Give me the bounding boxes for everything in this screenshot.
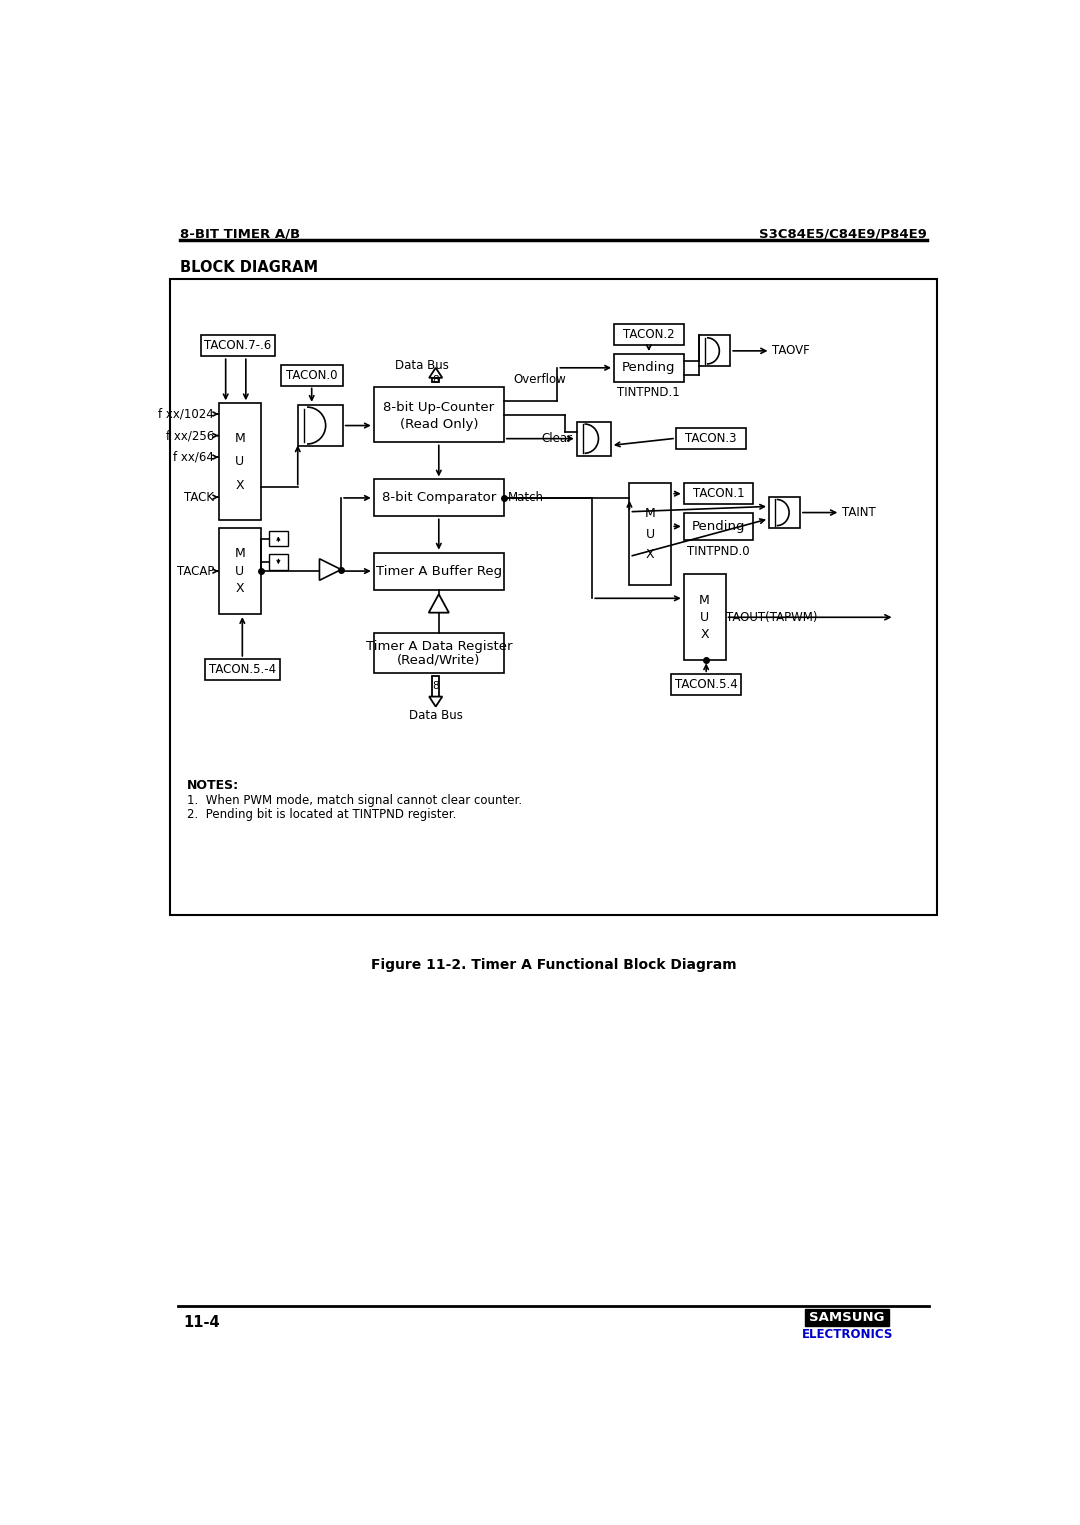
Bar [374, 633, 504, 674]
Text: Figure 11-2. Timer A Functional Block Diagram: Figure 11-2. Timer A Functional Block Di… [370, 958, 737, 971]
Text: TAOUT(TAPWM): TAOUT(TAPWM) [727, 612, 818, 624]
Text: TACON.2: TACON.2 [623, 328, 675, 340]
Text: X: X [235, 479, 244, 491]
Bar [699, 336, 730, 366]
Bar [684, 483, 754, 505]
Text: TINTPND.0: TINTPND.0 [687, 544, 750, 558]
Bar [806, 1308, 889, 1327]
Text: X: X [235, 583, 244, 595]
Text: f xx/256: f xx/256 [166, 429, 214, 442]
Bar [205, 659, 280, 680]
Text: f xx/64: f xx/64 [173, 450, 214, 464]
Bar [676, 429, 745, 448]
Text: Pending: Pending [622, 361, 676, 374]
Bar [269, 554, 287, 569]
Text: 11-4: 11-4 [183, 1315, 219, 1330]
Bar [201, 334, 274, 357]
Bar [613, 323, 684, 345]
Text: Clear: Clear [542, 432, 572, 445]
Bar [170, 279, 937, 915]
Text: 1.  When PWM mode, match signal cannot clear counter.: 1. When PWM mode, match signal cannot cl… [187, 795, 522, 807]
Text: TACON.5.4: TACON.5.4 [675, 679, 738, 691]
Text: 8-bit Comparator: 8-bit Comparator [381, 491, 496, 505]
Bar [432, 378, 440, 381]
Text: TACON.7-.6: TACON.7-.6 [204, 339, 271, 352]
Text: Data Bus: Data Bus [408, 709, 462, 723]
Text: M: M [699, 593, 710, 607]
Text: TACON.3: TACON.3 [685, 432, 737, 445]
Text: S3C84E5/C84E9/P84E9: S3C84E5/C84E9/P84E9 [759, 227, 927, 241]
Bar [672, 674, 741, 695]
Text: f xx/1024: f xx/1024 [159, 407, 214, 421]
Bar [613, 354, 684, 381]
Text: M: M [234, 432, 245, 445]
Bar [218, 528, 260, 615]
Polygon shape [429, 697, 443, 706]
Text: TAINT: TAINT [841, 506, 876, 518]
Text: X: X [646, 547, 654, 561]
Bar [269, 531, 287, 546]
Text: BLOCK DIAGRAM: BLOCK DIAGRAM [180, 259, 319, 274]
Text: Timer A Buffer Reg: Timer A Buffer Reg [376, 564, 502, 578]
Bar [374, 479, 504, 517]
Bar [684, 573, 726, 660]
Bar [374, 552, 504, 590]
Bar [374, 387, 504, 442]
Text: U: U [235, 564, 244, 578]
Text: Pending: Pending [692, 520, 745, 532]
Text: 2.  Pending bit is located at TINTPND register.: 2. Pending bit is located at TINTPND reg… [187, 808, 457, 820]
Text: TACON.0: TACON.0 [286, 369, 337, 381]
Text: ELECTRONICS: ELECTRONICS [801, 1328, 893, 1342]
Text: (Read Only): (Read Only) [400, 418, 478, 432]
Bar [298, 404, 342, 447]
Text: TACK: TACK [184, 491, 214, 503]
Text: 8-BIT TIMER A/B: 8-BIT TIMER A/B [180, 227, 300, 241]
Text: M: M [234, 547, 245, 560]
Bar [281, 364, 342, 386]
Text: 8: 8 [432, 682, 438, 691]
Text: SAMSUNG: SAMSUNG [810, 1310, 885, 1324]
Text: NOTES:: NOTES: [187, 779, 239, 791]
Bar [630, 483, 672, 586]
Bar [769, 497, 800, 528]
Text: (Read/Write): (Read/Write) [397, 654, 481, 666]
Text: Timer A Data Register: Timer A Data Register [365, 640, 512, 653]
Text: TACAP: TACAP [177, 564, 214, 578]
Text: U: U [646, 528, 654, 541]
Text: 8: 8 [432, 375, 438, 384]
Bar [577, 422, 611, 456]
Text: U: U [700, 612, 710, 624]
Bar [432, 676, 440, 697]
Text: Match: Match [508, 491, 543, 505]
Bar [218, 403, 260, 520]
Text: TAOVF: TAOVF [772, 345, 810, 357]
Text: X: X [700, 628, 708, 640]
Text: U: U [235, 456, 244, 468]
Text: M: M [645, 508, 656, 520]
Bar [684, 512, 754, 540]
Text: TACON.1: TACON.1 [692, 486, 744, 500]
Polygon shape [429, 368, 443, 378]
Text: 8-bit Up-Counter: 8-bit Up-Counter [383, 401, 495, 413]
Text: TACON.5.-4: TACON.5.-4 [208, 663, 275, 676]
Text: TINTPND.1: TINTPND.1 [618, 386, 680, 400]
Text: Overflow: Overflow [513, 372, 566, 386]
Text: Data Bus: Data Bus [395, 358, 448, 372]
